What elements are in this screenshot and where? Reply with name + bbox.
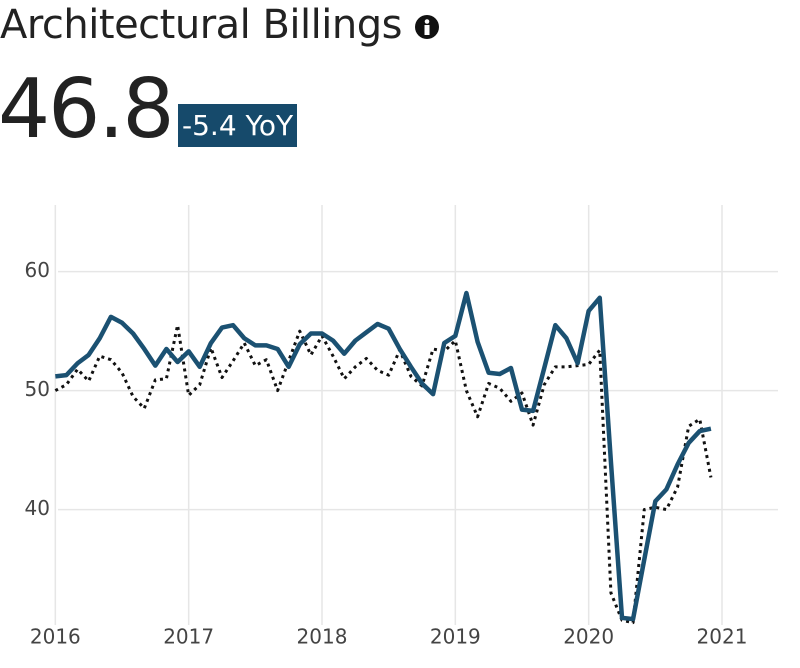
title-text: Architectural Billings: [0, 2, 402, 48]
series-line: [54, 323, 713, 625]
x-tick-label: 2017: [163, 625, 214, 649]
x-tick-label: 2021: [697, 625, 748, 649]
x-tick-label: 2020: [563, 625, 614, 649]
title: Architectural Billings: [0, 2, 440, 48]
change-badge: -5.4 YoY: [178, 104, 298, 147]
y-tick-label: 50: [25, 377, 50, 401]
x-tick-label: 2016: [30, 625, 81, 649]
info-icon[interactable]: [414, 14, 440, 40]
headline-value: 46.8: [0, 62, 175, 157]
x-tick-label: 2018: [297, 625, 348, 649]
y-tick-label: 60: [25, 258, 50, 282]
series-line: [55, 290, 712, 622]
y-tick-label: 40: [25, 496, 50, 520]
x-tick-label: 2019: [430, 625, 481, 649]
